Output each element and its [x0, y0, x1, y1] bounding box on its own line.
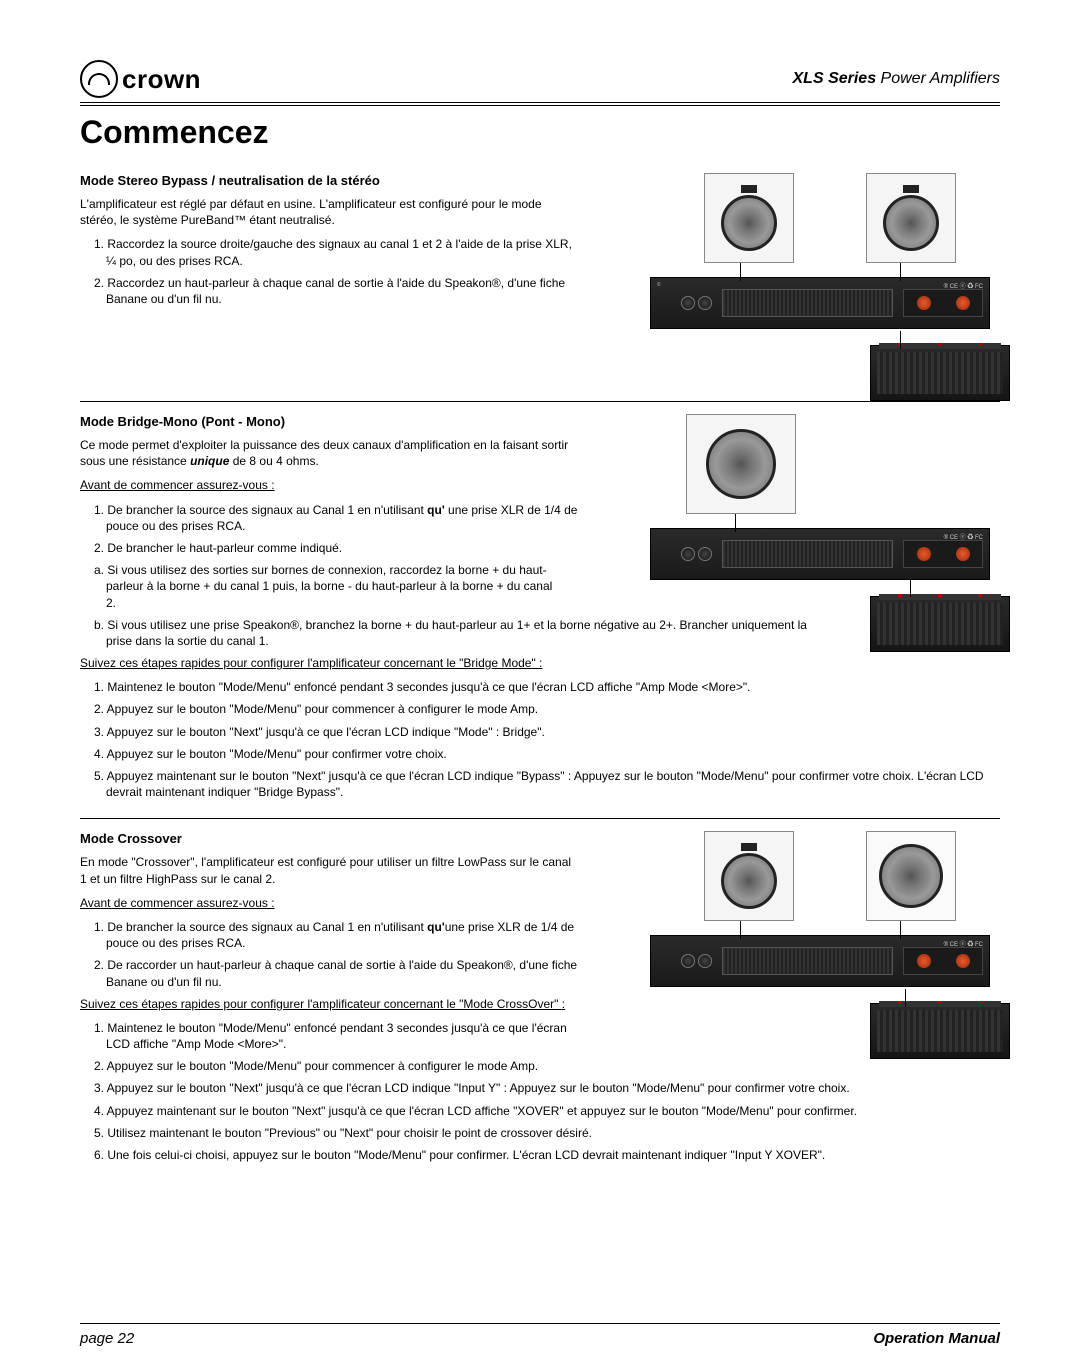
bridge-step2a: a. Si vous utilisez des sorties sur born…: [94, 562, 560, 611]
stereo-step1: 1. Raccordez la source droite/gauche des…: [94, 236, 580, 268]
section-stereo: Mode Stereo Bypass / neutralisation de l…: [80, 173, 1000, 383]
brand-text: crown: [122, 64, 201, 95]
crossover-f6: 6. Une fois celui-ci choisi, appuyez sur…: [94, 1147, 1000, 1163]
crossover-before: Avant de commencer assurez-vous :: [80, 895, 580, 911]
speaker-mono: [686, 414, 796, 514]
crossover-step1: 1. De brancher la source des signaux au …: [94, 919, 580, 951]
bridge-follow: Suivez ces étapes rapides pour configure…: [80, 655, 1000, 671]
page-number: page 22: [80, 1330, 134, 1347]
series-rest: Power Amplifiers: [876, 70, 1000, 87]
mixer-2: [870, 596, 1010, 652]
series-bold: XLS Series: [793, 70, 877, 87]
bridge-config-steps: 1. Maintenez le bouton "Mode/Menu" enfon…: [80, 679, 1000, 800]
crossover-intro: En mode "Crossover", l'amplificateur est…: [80, 854, 580, 886]
crossover-follow: Suivez ces étapes rapides pour configure…: [80, 996, 580, 1012]
bridge-f1: 1. Maintenez le bouton "Mode/Menu" enfon…: [94, 679, 1000, 695]
stereo-intro: L'amplificateur est réglé par défaut en …: [80, 196, 580, 228]
header: crown XLS Series Power Amplifiers: [80, 60, 1000, 98]
crossover-f5: 5. Utilisez maintenant le bouton "Previo…: [94, 1125, 1000, 1141]
amp-cert-icons-2: ® CE ⓔ ♻ FC: [944, 532, 983, 541]
page-title: Commencez: [80, 114, 1000, 151]
divider-1: [80, 401, 1000, 402]
crossover-f1: 1. Maintenez le bouton "Mode/Menu" enfon…: [94, 1020, 580, 1052]
stereo-steps: 1. Raccordez la source droite/gauche des…: [80, 236, 580, 307]
header-rule: [80, 102, 1000, 106]
crossover-f2: 2. Appuyez sur le bouton "Mode/Menu" pou…: [94, 1058, 1000, 1074]
series-label: XLS Series Power Amplifiers: [793, 70, 1001, 88]
speaker-right: [866, 173, 956, 263]
section-bridge: Mode Bridge-Mono (Pont - Mono) Ce mode p…: [80, 414, 1000, 800]
amp-cert-icons-3: ® CE ⓔ ♻ FC: [944, 939, 983, 948]
crown-icon: [80, 60, 118, 98]
amp-cert-icons: ® CE ⓔ ♻ FC: [944, 281, 983, 290]
manual-label: Operation Manual: [873, 1330, 1000, 1347]
crossover-pre-steps: 1. De brancher la source des signaux au …: [80, 919, 580, 990]
bridge-f2: 2. Appuyez sur le bouton "Mode/Menu" pou…: [94, 701, 1000, 717]
bridge-substeps: a. Si vous utilisez des sorties sur born…: [80, 562, 560, 611]
bridge-step2: 2. De brancher le haut-parleur comme ind…: [94, 540, 580, 556]
speaker-left: [704, 173, 794, 263]
amp-label: ©: [657, 282, 661, 288]
bridge-f3: 3. Appuyez sur le bouton "Next" jusqu'à …: [94, 724, 1000, 740]
brand-logo: crown: [80, 60, 201, 98]
bridge-pre-steps: 1. De brancher la source des signaux au …: [80, 502, 580, 557]
amp-rear-crossover: ® CE ⓔ ♻ FC: [650, 935, 990, 987]
mixer: [870, 345, 1010, 401]
crossover-step2: 2. De raccorder un haut-parleur à chaque…: [94, 957, 580, 989]
amp-rear: © ® CE ⓔ ♻ FC: [650, 277, 990, 329]
divider-2: [80, 818, 1000, 819]
crossover-f3: 3. Appuyez sur le bouton "Next" jusqu'à …: [94, 1080, 1000, 1096]
speaker-low: [704, 831, 794, 921]
bridge-step1: 1. De brancher la source des signaux au …: [94, 502, 580, 534]
crossover-config-steps-narrow: 1. Maintenez le bouton "Mode/Menu" enfon…: [80, 1020, 580, 1052]
crossover-diagram: ® CE ⓔ ♻ FC: [650, 831, 1010, 1059]
section-crossover: Mode Crossover En mode "Crossover", l'am…: [80, 831, 1000, 1163]
bridge-intro: Ce mode permet d'exploiter la puissance …: [80, 437, 580, 469]
speaker-high: [866, 831, 956, 921]
stereo-step2: 2. Raccordez un haut-parleur à chaque ca…: [94, 275, 580, 307]
amp-rear-bridge: ® CE ⓔ ♻ FC: [650, 528, 990, 580]
stereo-diagram: © ® CE ⓔ ♻ FC: [650, 173, 1010, 401]
crossover-config-steps: 2. Appuyez sur le bouton "Mode/Menu" pou…: [80, 1058, 1000, 1163]
footer: page 22 Operation Manual: [80, 1323, 1000, 1347]
crossover-f4: 4. Appuyez maintenant sur le bouton "Nex…: [94, 1103, 1000, 1119]
bridge-f5: 5. Appuyez maintenant sur le bouton "Nex…: [94, 768, 1000, 800]
mixer-3: [870, 1003, 1010, 1059]
bridge-f4: 4. Appuyez sur le bouton "Mode/Menu" pou…: [94, 746, 1000, 762]
bridge-diagram: ® CE ⓔ ♻ FC: [650, 414, 1010, 652]
bridge-before: Avant de commencer assurez-vous :: [80, 477, 580, 493]
